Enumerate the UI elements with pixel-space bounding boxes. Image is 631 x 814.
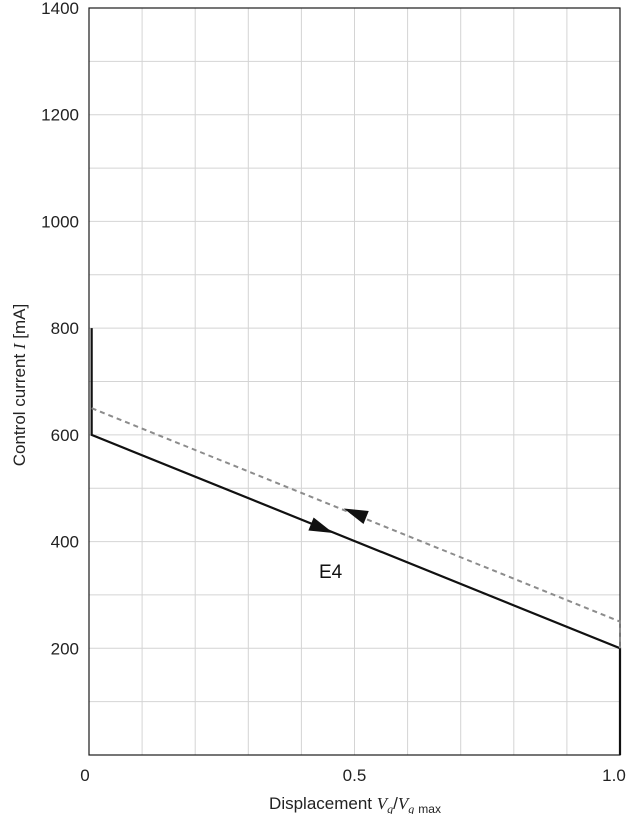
x-title-v2-sub: g — [408, 802, 414, 814]
x-title-prefix: Displacement — [269, 794, 377, 813]
x-tick-label: 0 — [80, 766, 89, 785]
arrow-layer — [308, 508, 369, 534]
x-title-v1-sub: g — [387, 802, 393, 814]
annotation-label: E4 — [319, 562, 343, 583]
y-tick-labels: 200 400 600 800 1000 1200 1400 — [41, 0, 79, 658]
x-title-v2: V — [398, 794, 411, 813]
series-layer — [90, 328, 622, 755]
x-tick-label: 0.5 — [343, 766, 367, 785]
y-tick-label: 1400 — [41, 0, 79, 18]
y-tick-label: 1000 — [41, 212, 79, 231]
x-title-v1: V — [377, 794, 390, 813]
plot-frame — [88, 7, 621, 756]
arrow-increasing — [308, 517, 334, 534]
arrow-decreasing — [343, 508, 369, 524]
y-tick-label: 600 — [51, 426, 79, 445]
x-tick-labels: 0 0.5 1.0 — [80, 766, 626, 785]
x-tick-label: 1.0 — [602, 766, 626, 785]
y-axis-title: Control current I [mA] — [10, 304, 29, 467]
y-tick-label: 200 — [51, 639, 79, 658]
y-title-unit: [mA] — [10, 304, 29, 344]
y-title-var: I — [10, 342, 29, 350]
x-title-v2-sub-max: max — [418, 802, 441, 814]
y-tick-label: 1200 — [41, 106, 79, 125]
y-tick-label: 800 — [51, 319, 79, 338]
solid-curve — [90, 328, 622, 755]
x-title-slash: / — [393, 794, 398, 813]
y-title-prefix: Control current — [10, 349, 29, 466]
y-tick-label: 400 — [51, 533, 79, 552]
dashed-curve — [91, 407, 621, 649]
annotation-layer: E4 — [319, 562, 343, 583]
x-axis-title: Displacement Vg/Vg max — [269, 794, 441, 814]
